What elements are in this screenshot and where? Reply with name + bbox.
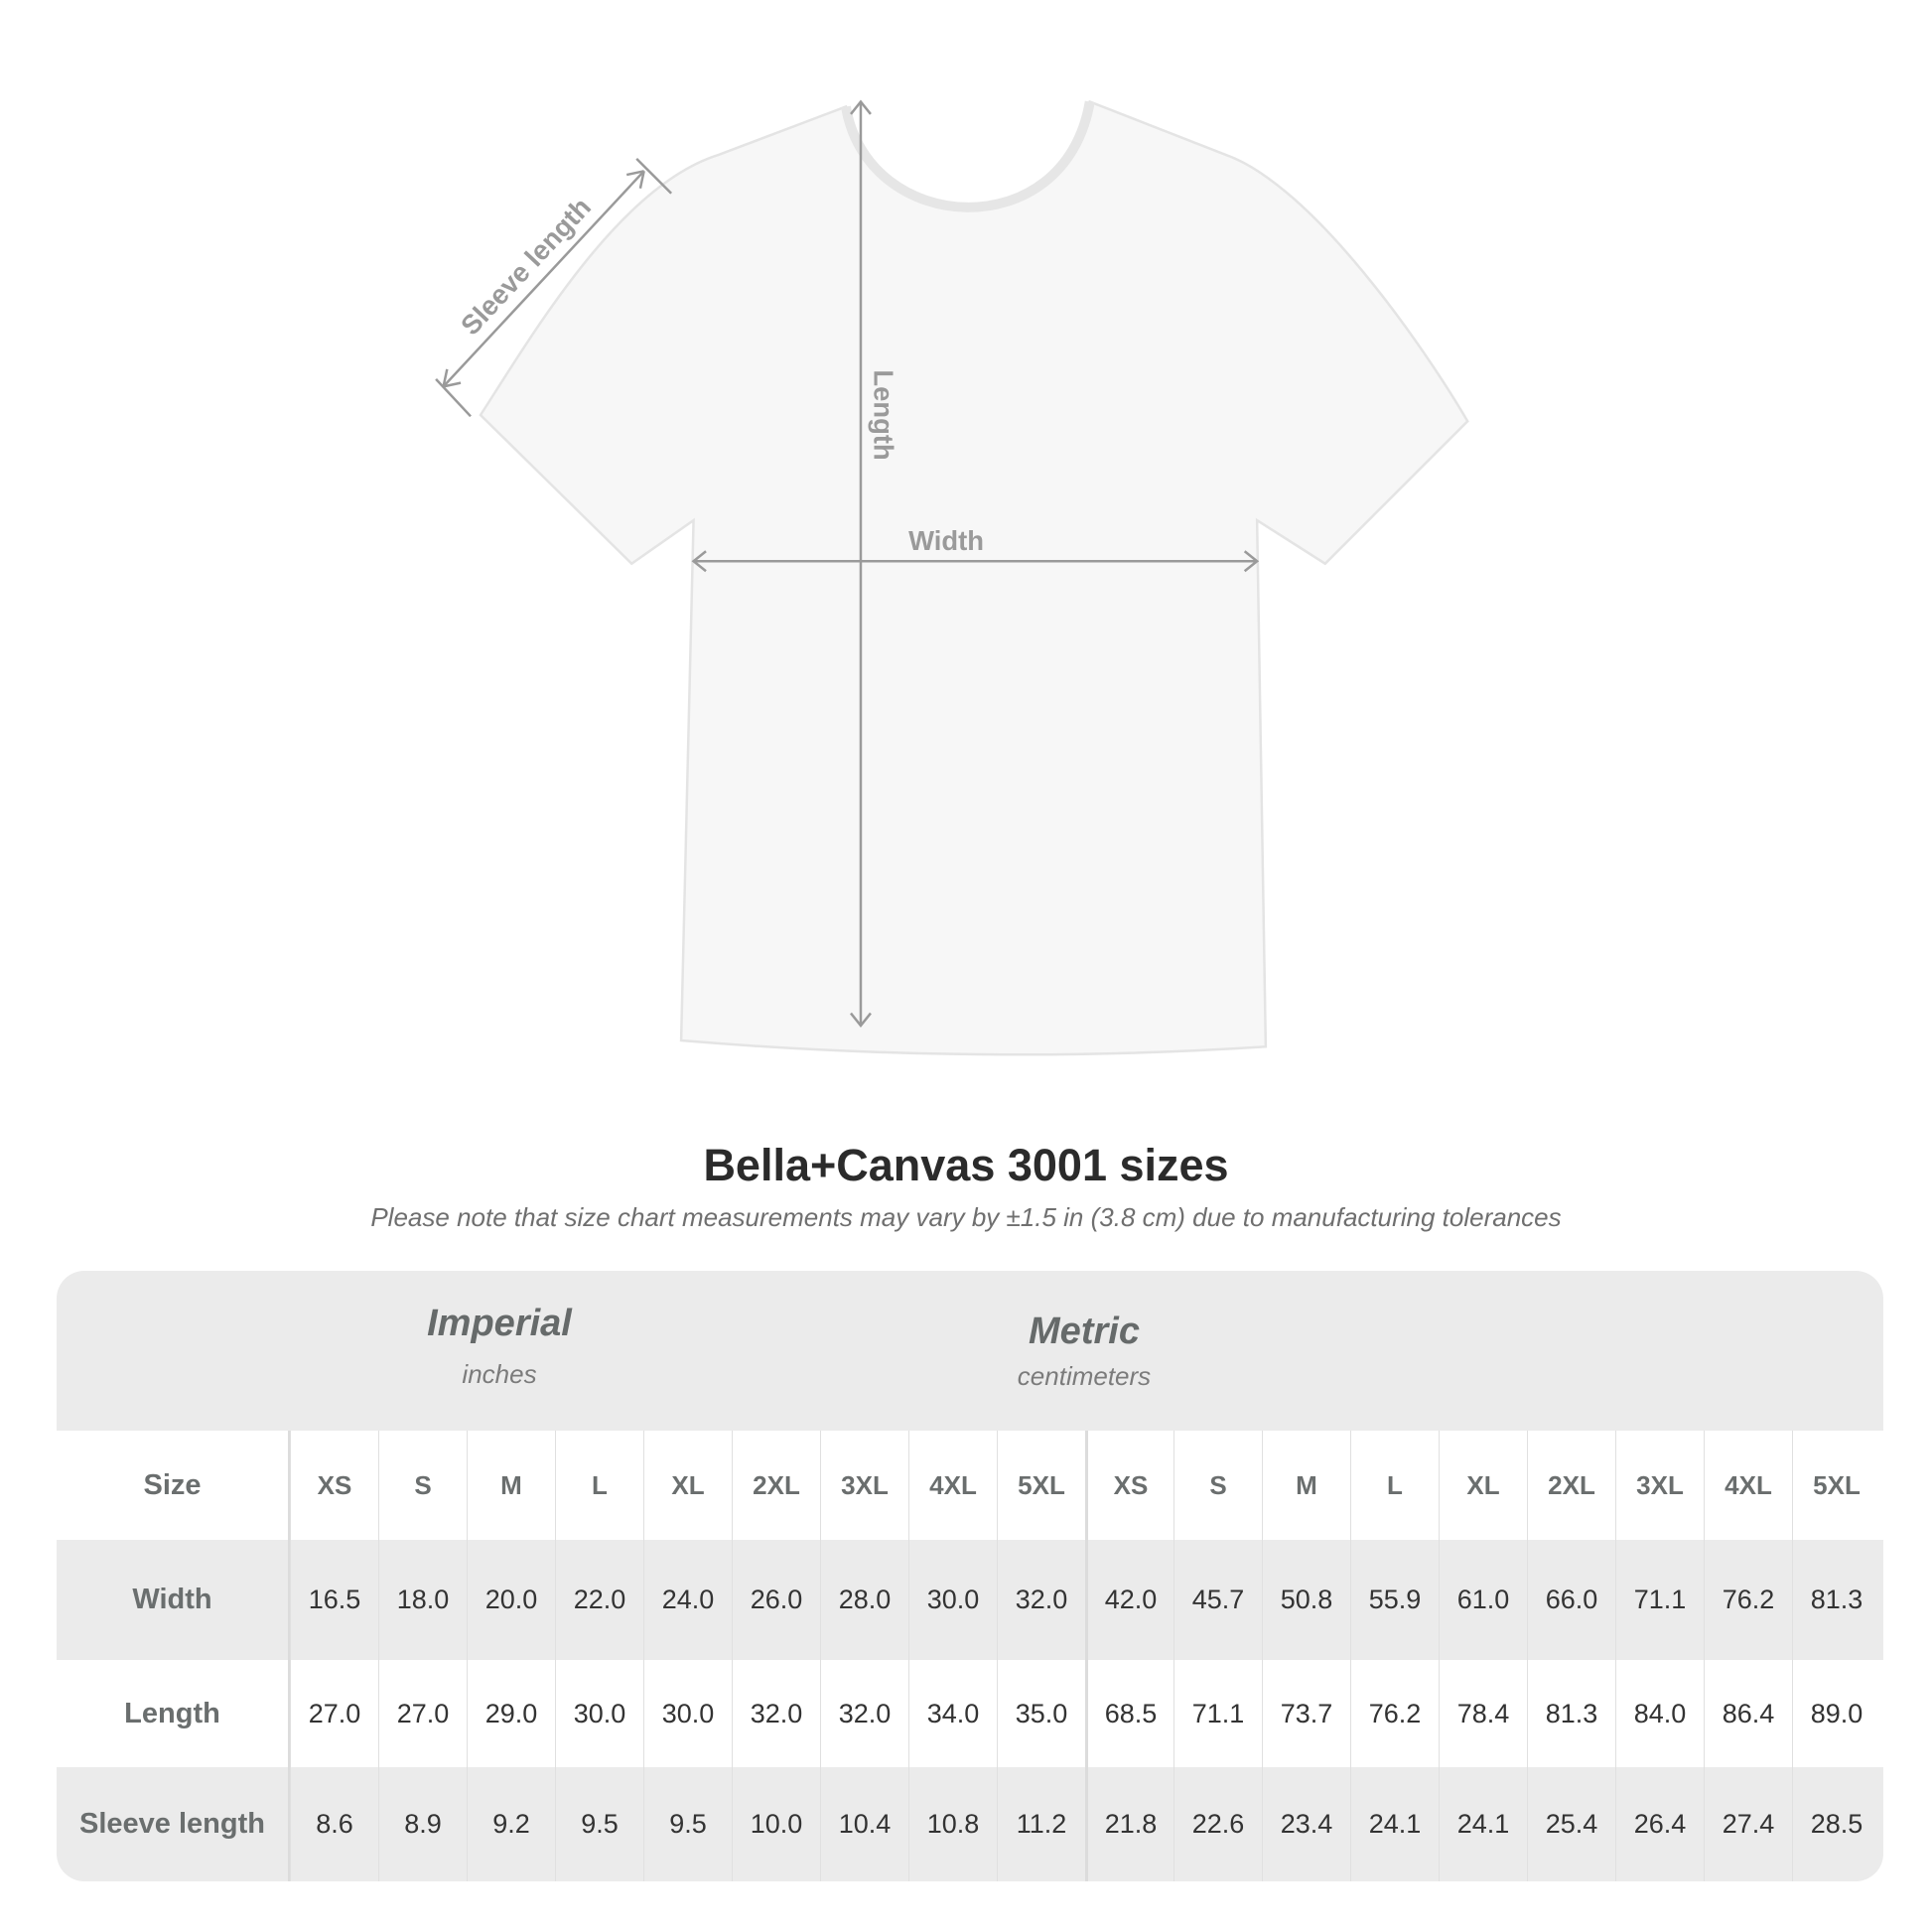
size-header-cell: 5XL bbox=[1792, 1431, 1880, 1540]
size-header-cell: 2XL bbox=[1527, 1431, 1615, 1540]
table-cell: 30.0 bbox=[643, 1660, 732, 1767]
table-cell: 32.0 bbox=[820, 1660, 908, 1767]
imperial-title: Imperial bbox=[427, 1303, 572, 1344]
table-cell: 76.2 bbox=[1350, 1660, 1439, 1767]
table-cell: 30.0 bbox=[555, 1660, 643, 1767]
table-row: Length 27.0 27.0 29.0 30.0 30.0 32.0 32.0 34.0 35… bbox=[57, 1660, 1883, 1767]
table-cell: 25.4 bbox=[1527, 1767, 1615, 1881]
table-cell: 55.9 bbox=[1350, 1540, 1439, 1660]
table-cell: 16.5 bbox=[290, 1540, 378, 1660]
table-cell: 23.4 bbox=[1262, 1767, 1350, 1881]
imperial-unit: inches bbox=[462, 1359, 537, 1389]
row-label: Size bbox=[57, 1431, 290, 1540]
table-cell: 18.0 bbox=[378, 1540, 467, 1660]
size-header-cell: M bbox=[1262, 1431, 1350, 1540]
row-label: Width bbox=[57, 1540, 290, 1660]
tolerance-note: Please note that size chart measurements… bbox=[370, 1202, 1562, 1232]
page-title: Bella+Canvas 3001 sizes bbox=[703, 1140, 1229, 1190]
size-header-cell: L bbox=[1350, 1431, 1439, 1540]
size-header-cell: XS bbox=[290, 1431, 378, 1540]
size-header-cell: XL bbox=[1439, 1431, 1527, 1540]
size-header-cell: S bbox=[1173, 1431, 1262, 1540]
table-cell: 32.0 bbox=[997, 1540, 1085, 1660]
size-header-cell: 3XL bbox=[1615, 1431, 1704, 1540]
table-cell: 42.0 bbox=[1085, 1540, 1173, 1660]
table-cell: 28.5 bbox=[1792, 1767, 1880, 1881]
size-header-cell: 4XL bbox=[908, 1431, 997, 1540]
table-cell: 11.2 bbox=[997, 1767, 1085, 1881]
table-cell: 45.7 bbox=[1173, 1540, 1262, 1660]
sleeve-arrow bbox=[442, 170, 645, 388]
table-cell: 78.4 bbox=[1439, 1660, 1527, 1767]
table-cell: 86.4 bbox=[1704, 1660, 1792, 1767]
imperial-header: Imperial inches bbox=[57, 1303, 942, 1390]
table-cell: 22.6 bbox=[1173, 1767, 1262, 1881]
size-header-cell: XS bbox=[1085, 1431, 1173, 1540]
table-cell: 9.5 bbox=[643, 1767, 732, 1881]
metric-header: Metric centimeters bbox=[642, 1311, 1526, 1392]
table-cell: 24.0 bbox=[643, 1540, 732, 1660]
table-cell: 10.0 bbox=[732, 1767, 820, 1881]
table-cell: 34.0 bbox=[908, 1660, 997, 1767]
table-cell: 71.1 bbox=[1615, 1540, 1704, 1660]
size-header-cell: 4XL bbox=[1704, 1431, 1792, 1540]
table-cell: 9.2 bbox=[467, 1767, 555, 1881]
size-header-cell: XL bbox=[643, 1431, 732, 1540]
table-cell: 81.3 bbox=[1527, 1660, 1615, 1767]
table-cell: 81.3 bbox=[1792, 1540, 1880, 1660]
table-cell: 27.4 bbox=[1704, 1767, 1792, 1881]
table-cell: 71.1 bbox=[1173, 1660, 1262, 1767]
table-cell: 27.0 bbox=[378, 1660, 467, 1767]
metric-unit: centimeters bbox=[1017, 1361, 1152, 1391]
table-cell: 35.0 bbox=[997, 1660, 1085, 1767]
table-cell: 26.4 bbox=[1615, 1767, 1704, 1881]
table-cell: 66.0 bbox=[1527, 1540, 1615, 1660]
table-cell: 73.7 bbox=[1262, 1660, 1350, 1767]
table-row: Width 16.5 18.0 20.0 22.0 24.0 26.0 28.0 30.0 32.… bbox=[57, 1540, 1883, 1660]
tshirt-diagram: Sleeve length Length Width bbox=[435, 99, 1469, 1056]
size-header-row: Size XS S M L XL 2XL 3XL 4XL 5XL XS S M L XL 2XL 3XL 4XL 5… bbox=[57, 1431, 1883, 1540]
table-cell: 68.5 bbox=[1085, 1660, 1173, 1767]
table-cell: 24.1 bbox=[1350, 1767, 1439, 1881]
table-cell: 26.0 bbox=[732, 1540, 820, 1660]
size-header-cell: 3XL bbox=[820, 1431, 908, 1540]
table-cell: 84.0 bbox=[1615, 1660, 1704, 1767]
size-header-cell: 2XL bbox=[732, 1431, 820, 1540]
table-cell: 76.2 bbox=[1704, 1540, 1792, 1660]
table-cell: 29.0 bbox=[467, 1660, 555, 1767]
table-cell: 9.5 bbox=[555, 1767, 643, 1881]
size-header-cell: 5XL bbox=[997, 1431, 1085, 1540]
size-table: Imperial inches Metric centimeters Size X… bbox=[57, 1271, 1883, 1881]
metric-title: Metric bbox=[1029, 1311, 1140, 1352]
table-header: Imperial inches Metric centimeters bbox=[57, 1271, 1883, 1431]
table-cell: 10.8 bbox=[908, 1767, 997, 1881]
width-label: Width bbox=[908, 525, 984, 556]
table-cell: 24.1 bbox=[1439, 1767, 1527, 1881]
table-cell: 20.0 bbox=[467, 1540, 555, 1660]
tshirt-shape bbox=[479, 99, 1469, 1056]
size-header-cell: L bbox=[555, 1431, 643, 1540]
table-cell: 32.0 bbox=[732, 1660, 820, 1767]
table-cell: 28.0 bbox=[820, 1540, 908, 1660]
table-cell: 89.0 bbox=[1792, 1660, 1880, 1767]
size-header-cell: S bbox=[378, 1431, 467, 1540]
table-cell: 22.0 bbox=[555, 1540, 643, 1660]
table-row: Sleeve length 8.6 8.9 9.2 9.5 9.5 10.0 10.4 10.8… bbox=[57, 1767, 1883, 1881]
table-cell: 21.8 bbox=[1085, 1767, 1173, 1881]
table-cell: 10.4 bbox=[820, 1767, 908, 1881]
row-label: Length bbox=[57, 1660, 290, 1767]
table-cell: 50.8 bbox=[1262, 1540, 1350, 1660]
table-cell: 61.0 bbox=[1439, 1540, 1527, 1660]
table-cell: 27.0 bbox=[290, 1660, 378, 1767]
row-label: Sleeve length bbox=[57, 1767, 290, 1881]
table-cell: 30.0 bbox=[908, 1540, 997, 1660]
table-cell: 8.9 bbox=[378, 1767, 467, 1881]
table-cell: 8.6 bbox=[290, 1767, 378, 1881]
size-header-cell: M bbox=[467, 1431, 555, 1540]
length-label: Length bbox=[869, 369, 899, 460]
